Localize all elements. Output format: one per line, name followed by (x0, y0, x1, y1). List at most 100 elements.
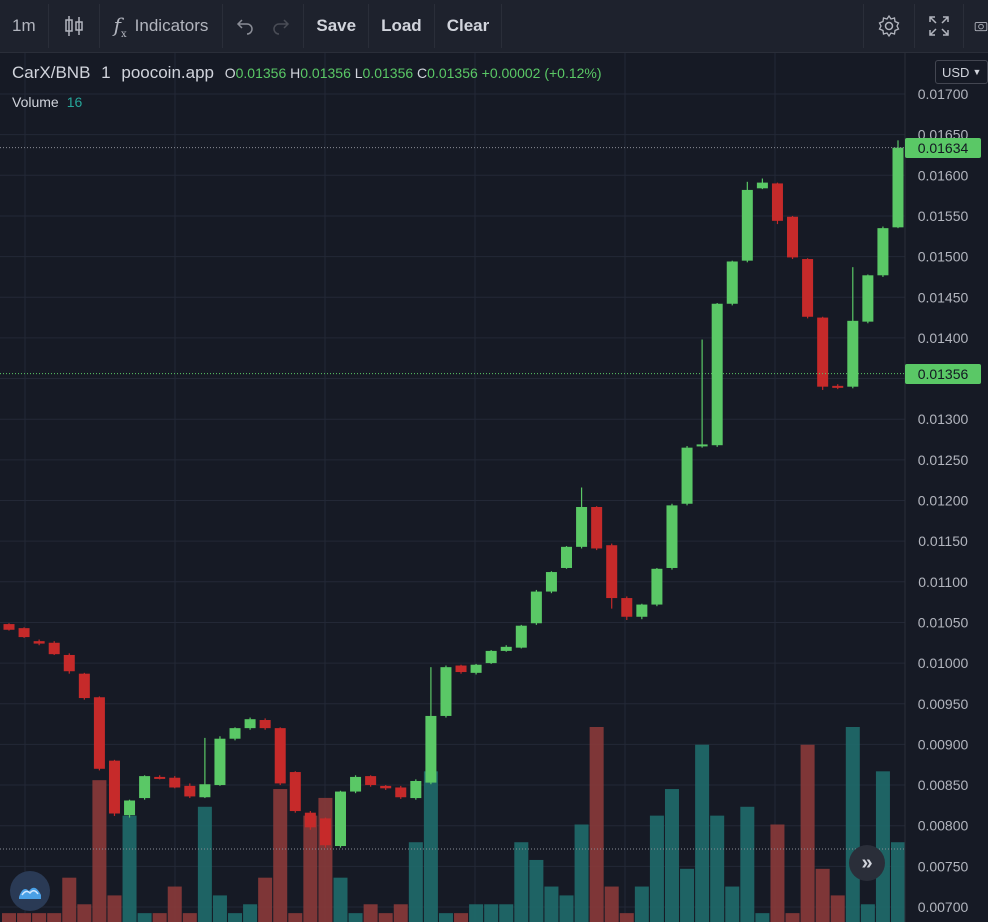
candle (651, 567, 663, 607)
currency-selector[interactable]: USD ▼ (935, 60, 988, 84)
toolbar-divider (433, 4, 435, 48)
price-axis-tick: 0.00900 (918, 736, 969, 752)
camera-icon (974, 22, 988, 32)
candle-body (214, 738, 226, 786)
volume-bar (891, 842, 905, 922)
volume-bar (438, 913, 453, 922)
volume-bar (710, 815, 725, 922)
candle-body (455, 665, 467, 673)
chart-type-button[interactable] (49, 0, 99, 52)
chart-grid (0, 53, 905, 922)
candle-body (545, 572, 557, 592)
undo-button[interactable] (223, 0, 263, 52)
interval-button[interactable]: 1m (0, 0, 48, 52)
volume-bar (182, 913, 197, 922)
candle (48, 641, 60, 655)
candle (741, 181, 753, 263)
volume-bar (740, 806, 755, 922)
volume-bar (288, 913, 303, 922)
volume-bar (454, 913, 469, 922)
candle-body (802, 259, 814, 317)
function-icon: fx (113, 12, 127, 40)
candle-body (666, 505, 678, 568)
candle (244, 717, 256, 730)
volume-value: 16 (66, 94, 83, 110)
price-axis-tick: 0.01000 (918, 655, 969, 671)
volume-bar (378, 913, 393, 922)
candle (274, 727, 286, 786)
candle (304, 811, 316, 830)
price-axis-tick: 0.01500 (918, 249, 969, 265)
candle-body (787, 216, 799, 258)
currency-label: USD (942, 64, 970, 80)
clear-button[interactable]: Clear (446, 16, 490, 35)
undo-icon (237, 19, 254, 35)
candle-body (199, 784, 211, 798)
volume-bar (243, 904, 258, 922)
volume-bar (318, 797, 333, 922)
candle (33, 639, 45, 646)
volume-bar (785, 913, 800, 922)
price-axis-tick: 0.01100 (918, 574, 968, 590)
indicators-button[interactable]: fx Indicators (100, 0, 223, 52)
toolbar-divider (863, 4, 864, 48)
candle-body (500, 646, 512, 651)
volume-bar (755, 913, 770, 922)
candle (606, 543, 618, 609)
candle (93, 696, 105, 771)
scroll-to-realtime-button[interactable]: » (849, 845, 885, 881)
volume-bar (197, 806, 212, 922)
candle-body (591, 507, 603, 549)
volume-bar (122, 815, 137, 922)
load-button[interactable]: Load (381, 16, 422, 35)
volume-bar (167, 886, 182, 922)
candle-body (259, 720, 271, 729)
toolbar-divider (303, 4, 305, 48)
save-button[interactable]: Save (316, 16, 357, 35)
candle (832, 384, 844, 390)
change-value: +0.00002 (+0.12%) (481, 65, 602, 81)
logo-icon (19, 887, 41, 899)
fullscreen-button[interactable] (915, 0, 963, 52)
candle (636, 603, 648, 620)
volume-bar (770, 824, 785, 922)
snapshot-button[interactable] (964, 0, 988, 52)
candle-body (576, 507, 588, 547)
volume-bar (604, 886, 619, 922)
price-axis-tick: 0.00850 (918, 777, 969, 793)
poocoin-logo-button[interactable] (10, 871, 50, 911)
redo-button[interactable] (263, 0, 303, 52)
candle (380, 785, 392, 790)
price-axis-tick: 0.01050 (918, 614, 969, 630)
candle (726, 260, 738, 306)
candle (892, 140, 904, 229)
candle (621, 596, 633, 621)
candle (485, 650, 497, 664)
candle-body (229, 728, 241, 739)
candle-body (244, 719, 256, 729)
candle-body (365, 776, 377, 786)
candle (154, 775, 166, 780)
settings-button[interactable] (864, 0, 914, 52)
volume-bar (393, 904, 408, 922)
candle-body (892, 147, 904, 228)
price-axis-tick: 0.00700 (918, 899, 969, 915)
series-legend: CarX/BNB 1 poocoin.app O0.01356 H0.01356… (12, 63, 602, 83)
volume-bar (47, 913, 62, 922)
volume-bar (17, 913, 32, 922)
toolbar-right-group (863, 0, 988, 52)
candle (108, 759, 120, 816)
volume-bar (845, 727, 860, 922)
symbol-label[interactable]: CarX/BNB (12, 63, 91, 82)
price-axis-tick: 0.00950 (918, 696, 969, 712)
volume-bar (499, 904, 514, 922)
volume-bars (2, 727, 905, 922)
price-axis-tick: 0.01600 (918, 167, 969, 183)
top-toolbar: 1m fx Indicators Save Load Clear (0, 0, 988, 53)
price-axis-tick: 0.01550 (918, 208, 969, 224)
candle (847, 267, 859, 389)
volume-bar (800, 744, 815, 922)
candle (259, 718, 271, 730)
candle (63, 653, 75, 674)
